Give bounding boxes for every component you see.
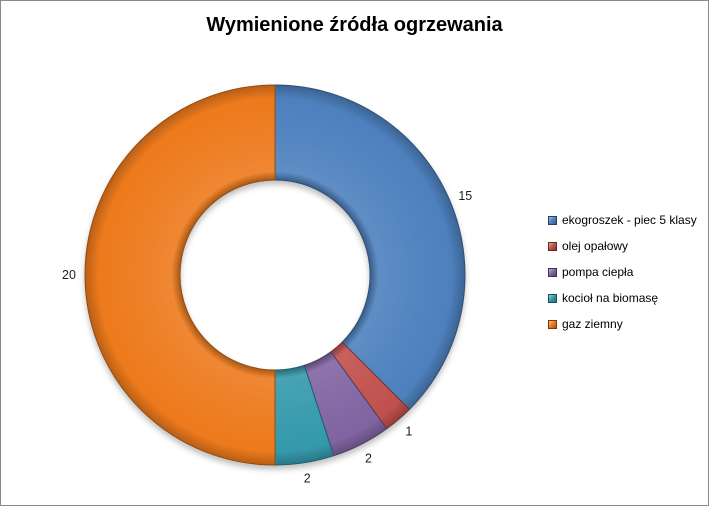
legend-item-kociol-na-biomase[interactable]: kocioł na biomasę (548, 285, 697, 311)
data-label-gaz-ziemny: 20 (62, 268, 76, 282)
legend-label: gaz ziemny (562, 317, 623, 331)
chart-title: Wymienione źródła ogrzewania (206, 14, 503, 36)
legend-label: olej opałowy (562, 239, 629, 253)
legend-color-swatch (548, 267, 557, 277)
data-label-olej-opalowy: 1 (405, 425, 412, 439)
legend-color-swatch (548, 215, 557, 225)
data-label-kociol-na-biomase: 2 (304, 472, 311, 486)
legend-item-pompa-ciepla[interactable]: pompa ciepła (548, 259, 697, 285)
donut-segment-ekogroszek-piec-5-klasy[interactable] (274, 84, 466, 410)
legend-color-swatch (548, 319, 557, 329)
data-label-ekogroszek-piec-5-klasy: 15 (458, 189, 472, 203)
data-label-pompa-ciepla: 2 (365, 452, 372, 466)
legend-color-swatch (548, 241, 557, 251)
legend: ekogroszek - piec 5 klasy olej opałowy pom… (548, 207, 697, 337)
legend-item-gaz-ziemny[interactable]: gaz ziemny (548, 311, 697, 337)
legend-item-ekogroszek-piec-5-klasy[interactable]: ekogroszek - piec 5 klasy (548, 207, 697, 233)
legend-color-swatch (548, 293, 557, 303)
legend-item-olej-opalowy[interactable]: olej opałowy (548, 233, 697, 259)
legend-label: ekogroszek - piec 5 klasy (562, 213, 697, 227)
legend-label: pompa ciepła (562, 265, 634, 279)
donut-segment-gaz-ziemny[interactable] (84, 84, 276, 466)
legend-label: kocioł na biomasę (562, 291, 659, 305)
